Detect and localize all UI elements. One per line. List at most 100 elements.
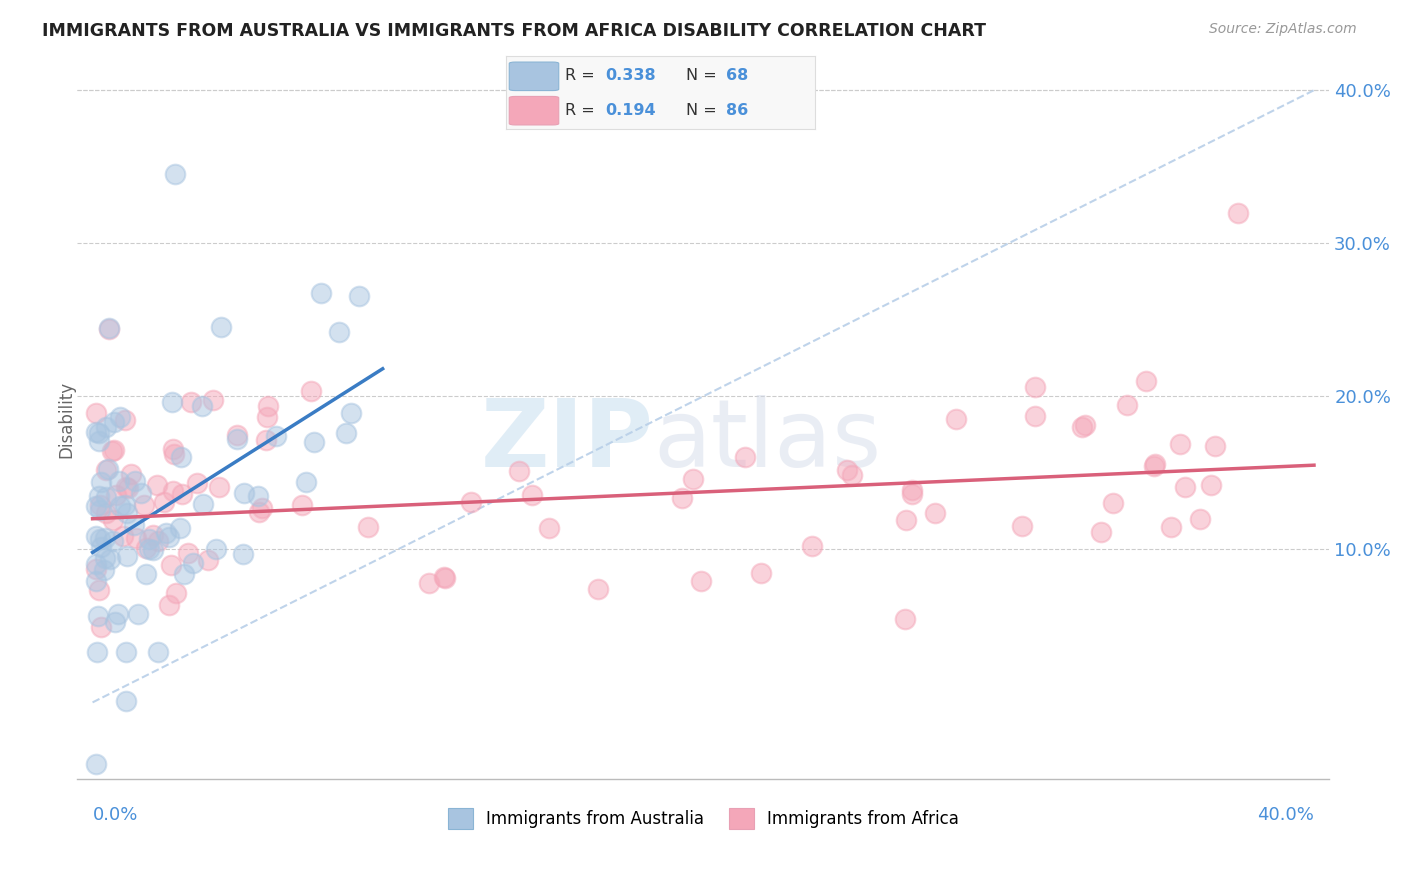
Point [105, 488, 128, 502]
Point [1204, 439, 1226, 453]
Point [232, 547, 254, 561]
Point [205, 541, 228, 556]
Point [107, 607, 129, 621]
Point [1101, 496, 1123, 510]
Point [256, 410, 278, 425]
Point [460, 495, 482, 509]
Text: Source: ZipAtlas.com: Source: ZipAtlas.com [1209, 22, 1357, 37]
Point [169, 521, 191, 535]
Point [98, 552, 121, 566]
Point [165, 586, 187, 600]
Point [1226, 205, 1249, 219]
Point [90, 541, 112, 555]
Point [89, 502, 111, 516]
Point [127, 607, 149, 621]
Point [328, 325, 350, 339]
FancyBboxPatch shape [509, 96, 558, 125]
Point [89, 498, 111, 512]
Point [114, 479, 136, 493]
Point [84, 574, 107, 589]
Point [197, 553, 219, 567]
Point [155, 526, 177, 541]
Text: N =: N = [686, 103, 721, 118]
Point [103, 442, 125, 457]
Point [94, 463, 117, 477]
Point [117, 481, 139, 495]
Point [190, 399, 212, 413]
Point [97, 462, 120, 476]
Point [142, 528, 165, 542]
Point [135, 567, 157, 582]
Text: 68: 68 [725, 69, 748, 84]
Point [347, 289, 370, 303]
Point [84, 406, 107, 420]
Point [84, 529, 107, 543]
Point [120, 467, 142, 481]
Point [302, 435, 325, 450]
Point [94, 490, 117, 504]
Point [690, 574, 713, 589]
FancyBboxPatch shape [509, 62, 558, 91]
Text: IMMIGRANTS FROM AUSTRALIA VS IMMIGRANTS FROM AFRICA DISABILITY CORRELATION CHART: IMMIGRANTS FROM AUSTRALIA VS IMMIGRANTS … [42, 22, 986, 40]
Point [115, 694, 138, 708]
Point [94, 531, 117, 545]
Text: 86: 86 [725, 103, 748, 118]
Point [1011, 519, 1033, 533]
Point [84, 499, 107, 513]
Point [169, 450, 191, 464]
Point [508, 464, 530, 478]
Point [89, 532, 111, 546]
Point [208, 480, 231, 494]
Point [340, 406, 363, 420]
Point [108, 474, 131, 488]
Point [180, 395, 202, 409]
Point [87, 609, 110, 624]
Point [103, 533, 125, 548]
Point [84, 756, 107, 771]
Point [172, 486, 194, 500]
Point [295, 475, 318, 490]
Point [226, 433, 249, 447]
Point [162, 442, 184, 457]
Point [157, 599, 180, 613]
Point [1116, 398, 1139, 412]
Point [209, 320, 232, 334]
Point [90, 620, 112, 634]
Point [1160, 520, 1182, 534]
Point [146, 645, 169, 659]
Point [1144, 457, 1167, 471]
Point [173, 566, 195, 581]
Point [186, 476, 208, 491]
Point [152, 495, 174, 509]
Point [104, 615, 127, 629]
Point [202, 392, 225, 407]
Point [433, 570, 456, 584]
Point [1073, 418, 1095, 433]
Point [1174, 480, 1197, 494]
Point [1199, 477, 1222, 491]
Point [335, 426, 357, 441]
Point [86, 425, 108, 439]
Point [586, 582, 609, 596]
Point [87, 434, 110, 449]
Point [900, 487, 922, 501]
Point [163, 167, 186, 181]
Point [537, 521, 560, 535]
Point [90, 475, 112, 490]
Point [749, 566, 772, 581]
Point [115, 506, 138, 520]
Point [1090, 524, 1112, 539]
Point [84, 557, 107, 571]
Point [103, 416, 125, 430]
Point [309, 286, 332, 301]
Point [160, 558, 183, 572]
Point [682, 472, 704, 486]
Text: 0.0%: 0.0% [93, 806, 138, 824]
Point [176, 546, 198, 560]
Point [84, 562, 107, 576]
Point [247, 505, 270, 519]
Point [108, 499, 131, 513]
Point [134, 498, 156, 512]
Point [135, 541, 157, 556]
Text: R =: R = [565, 103, 600, 118]
